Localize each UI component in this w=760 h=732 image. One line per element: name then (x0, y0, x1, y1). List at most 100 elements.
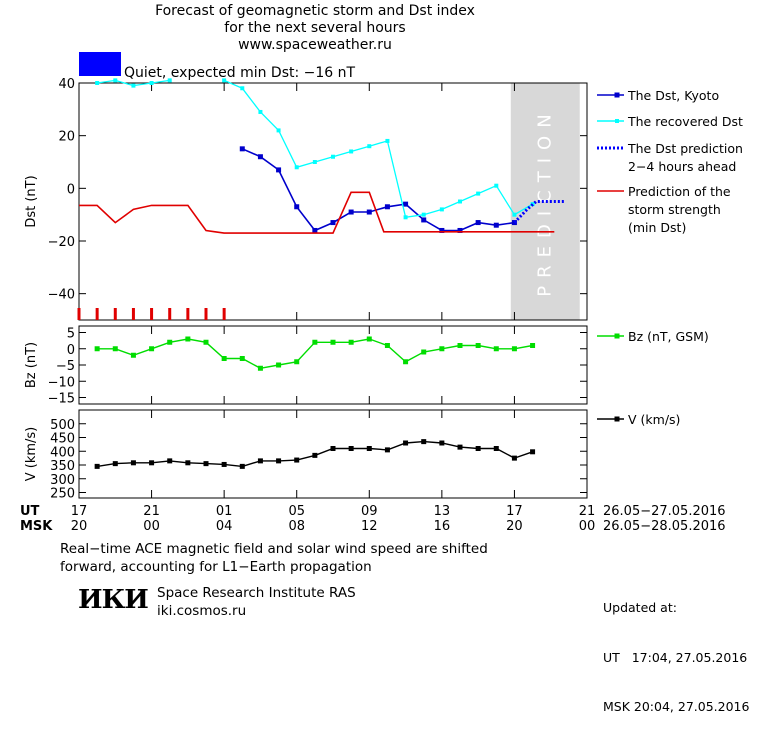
dst-kyoto-point (457, 227, 463, 233)
storm-legend-label: Prediction of the (628, 184, 731, 199)
recovered-dst-point (494, 183, 499, 188)
bz-legend-marker (614, 333, 620, 339)
dst-kyoto-legend-marker (614, 92, 620, 98)
recovered-dst-point (149, 81, 154, 85)
panel-frame (78, 325, 588, 405)
panel-frame (78, 82, 588, 321)
dst-kyoto-legend-label: The Dst, Kyoto (627, 88, 719, 103)
bz-point (439, 346, 445, 352)
ut-date-range: 26.05−27.05.2016 (603, 504, 726, 519)
recovered-dst-point (312, 160, 317, 164)
msk-tick-label: 16 (434, 519, 451, 534)
dst-kyoto-point (403, 201, 409, 207)
bz-point (403, 359, 409, 365)
bz-point (493, 346, 499, 352)
msk-tick-label: 20 (71, 519, 88, 534)
dst-kyoto-line (241, 148, 515, 232)
recovered-dst-point (240, 86, 245, 91)
y-tick-label: 350 (50, 459, 75, 474)
footnote: Real−time ACE magnetic field and solar w… (60, 540, 488, 576)
recovered-dst-point (331, 154, 335, 159)
bz-point (94, 346, 100, 352)
solar-wind-speed-point (94, 463, 100, 469)
recovered-dst-point (349, 149, 354, 154)
footnote-line1: Real−time ACE magnetic field and solar w… (60, 541, 488, 557)
y-tick-label: −10 (48, 375, 75, 390)
recovered-dst-point (439, 207, 444, 212)
recovered-dst-point (385, 138, 390, 143)
forecast-chart: Quiet, expected min Dst: −16 nT PREDICTIO… (20, 52, 743, 534)
ut-tick-label: 09 (361, 504, 378, 519)
dst-kyoto-point (421, 217, 427, 223)
recovered-dst-point (276, 128, 281, 133)
y-axis-label: V (km/s) (24, 427, 39, 482)
ut-tick-label: 01 (216, 504, 233, 519)
y-tick-label: 250 (50, 487, 75, 502)
dst-kyoto-point (384, 204, 390, 210)
solar-wind-speed-point (149, 460, 155, 466)
bz-point (239, 356, 245, 361)
bz-point (511, 346, 517, 352)
bz-point (257, 365, 263, 371)
solar-wind-speed-point (475, 446, 481, 451)
bz-point (276, 362, 282, 368)
ut-tick-label: 17 (71, 504, 88, 519)
dst-kyoto-point (439, 227, 445, 233)
solar-wind-speed-point (511, 455, 517, 461)
iki-logo: ИКИ (78, 585, 149, 615)
y-tick-label: 20 (58, 130, 75, 145)
bz-point (384, 343, 390, 348)
updated-ut: UT 17:04, 27.05.2016 (603, 649, 748, 665)
solar-wind-speed-point (403, 440, 409, 446)
ut-tick-label: 17 (506, 504, 523, 519)
solar-wind-speed-point (330, 446, 336, 451)
bz-point (185, 336, 191, 342)
y-axis-label: Bz (nT) (24, 342, 39, 388)
solar-wind-speed-point (294, 457, 300, 463)
msk-tick-label: 08 (288, 519, 305, 534)
bz-point (112, 346, 118, 352)
msk-tick-label: 00 (579, 519, 596, 534)
dst-kyoto-point (475, 220, 481, 226)
bz-point (366, 336, 372, 342)
institute-site[interactable]: iki.cosmos.ru (157, 603, 247, 619)
recovered-dst-point (512, 212, 517, 217)
y-tick-label: 40 (58, 77, 75, 92)
recovered-dst-point (403, 215, 408, 220)
solar-wind-speed-point (366, 446, 372, 451)
dst-kyoto-point (276, 167, 282, 173)
solar-wind-speed-point (185, 460, 191, 466)
recovered-dst-point (294, 165, 299, 170)
msk-tick-label: 00 (143, 519, 160, 534)
msk-tick-label: 04 (216, 519, 233, 534)
prediction-legend-label: 2−4 hours ahead (628, 159, 736, 174)
y-tick-label: −15 (48, 392, 75, 407)
bz-point (475, 343, 481, 348)
dst-kyoto-point (312, 227, 318, 233)
bz-point (149, 346, 155, 352)
bz-point (421, 349, 427, 355)
bz-point (457, 343, 463, 348)
status-text: Quiet, expected min Dst: −16 nT (124, 65, 356, 81)
speed-legend-label: V (km/s) (628, 412, 680, 427)
msk-date-range: 26.05−28.05.2016 (603, 519, 726, 534)
institute-name: Space Research Institute RAS (157, 585, 356, 601)
recovered-dst-point (367, 144, 372, 149)
dst-prediction-line (513, 200, 566, 224)
recovered-dst-line (223, 79, 533, 219)
website-link[interactable]: www.spaceweather.ru (238, 37, 392, 53)
recovered-legend-label: The recovered Dst (627, 114, 743, 129)
y-axis-label: Dst (nT) (24, 175, 39, 227)
updated-info: Updated at: UT 17:04, 27.05.2016 MSK 20:… (603, 567, 749, 732)
bz-point (530, 343, 536, 348)
recovered-dst-point (95, 81, 100, 85)
bz-point (330, 339, 336, 345)
msk-tick-label: 12 (361, 519, 378, 534)
recovered-dst-point (222, 78, 227, 83)
bz-point (203, 339, 209, 345)
solar-wind-speed-point (239, 463, 245, 469)
y-tick-label: 500 (50, 418, 75, 433)
y-tick-label: 300 (50, 473, 75, 488)
recovered-dst-point (458, 199, 462, 204)
panel-frame (78, 409, 588, 499)
